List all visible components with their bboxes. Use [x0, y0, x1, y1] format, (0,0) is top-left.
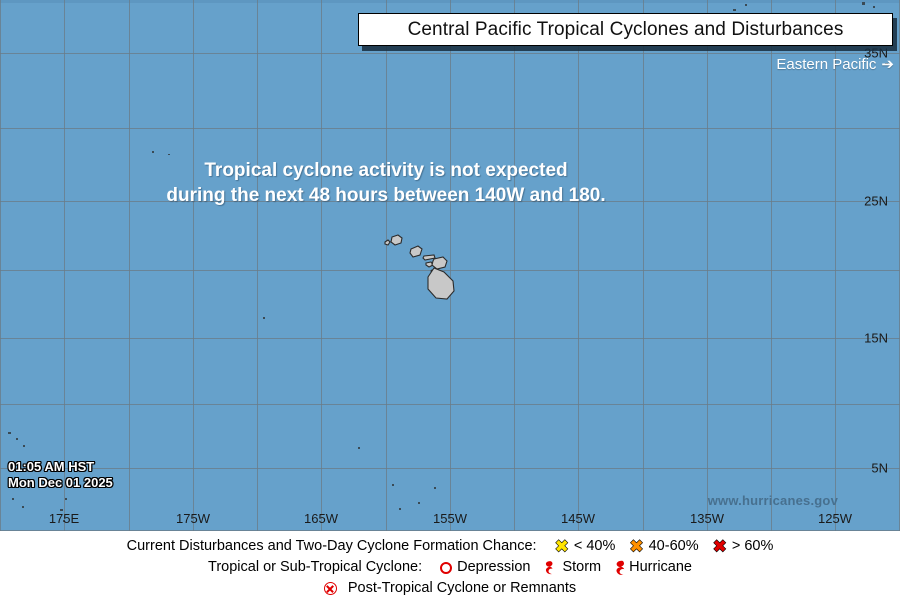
- gridline-vertical: [64, 0, 65, 531]
- eastern-pacific-link[interactable]: Eastern Pacific ➔: [776, 56, 894, 73]
- legend-row-cyclone-type: Tropical or Sub-Tropical Cyclone: Depres…: [208, 557, 692, 578]
- longitude-label: 175E: [48, 511, 80, 526]
- gridline-vertical: [643, 0, 644, 531]
- circle-x-icon: [323, 582, 337, 595]
- longitude-label: 165W: [304, 511, 338, 526]
- legend-item-chance-high: ✖ > 60%: [712, 536, 774, 557]
- gridline-vertical: [578, 0, 579, 531]
- gridline-vertical: [0, 0, 1, 531]
- eastern-pacific-label: Eastern Pacific: [776, 56, 877, 73]
- legend-hurricane-text: Hurricane: [629, 559, 692, 575]
- legend-chance-medium-text: 40-60%: [648, 538, 699, 554]
- legend-post-tropical-text: Post-Tropical Cyclone or Remnants: [347, 580, 577, 596]
- longitude-label: 145W: [561, 511, 595, 526]
- gridline-horizontal: [0, 338, 900, 339]
- legend-item-chance-medium: ✖ 40-60%: [629, 536, 699, 557]
- page-title-box: Central Pacific Tropical Cyclones and Di…: [358, 13, 893, 46]
- legend-row-post-tropical: Post-Tropical Cyclone or Remnants: [323, 578, 577, 599]
- latitude-label: 5N: [871, 460, 888, 476]
- gridline-horizontal: [0, 468, 900, 469]
- gridline-horizontal: [0, 270, 900, 271]
- longitude-label: 155W: [433, 511, 467, 526]
- latitude-label: 35N: [864, 45, 888, 61]
- timestamp-time: 01:05 AM HST: [8, 459, 95, 474]
- legend-item-chance-low: ✖ < 40%: [554, 536, 616, 557]
- gridline-vertical: [386, 0, 387, 531]
- gridline-vertical: [193, 0, 194, 531]
- legend-item-hurricane: Hurricane: [615, 557, 692, 578]
- gridline-vertical: [771, 0, 772, 531]
- legend-item-storm: Storm: [544, 557, 601, 578]
- gridline-vertical: [514, 0, 515, 531]
- tropical-storm-icon: [544, 560, 557, 576]
- site-watermark: www.hurricanes.gov: [707, 493, 838, 508]
- gridline-horizontal: [0, 404, 900, 405]
- legend-item-depression: Depression: [440, 557, 530, 578]
- x-mark-icon: ✖: [554, 537, 569, 556]
- gridline-vertical: [835, 0, 836, 531]
- outlook-message-line2: during the next 48 hours between 140W an…: [166, 185, 606, 206]
- longitude-label: 135W: [690, 511, 724, 526]
- outlook-message-line1: Tropical cyclone activity is not expecte…: [204, 160, 568, 181]
- longitude-label: 125W: [818, 511, 852, 526]
- timestamp: 01:05 AM HST Mon Dec 01 2025: [8, 459, 113, 491]
- map-legend: Current Disturbances and Two-Day Cyclone…: [0, 531, 900, 601]
- gridline-horizontal: [0, 530, 900, 531]
- circle-icon: [440, 561, 453, 574]
- arrow-right-icon: ➔: [881, 56, 894, 73]
- legend-depression-text: Depression: [457, 559, 531, 575]
- gridline-horizontal: [0, 201, 900, 202]
- gridline-vertical: [257, 0, 258, 531]
- gridline-horizontal: [0, 53, 900, 54]
- legend-storm-text: Storm: [562, 559, 602, 575]
- pacific-map[interactable]: Tropical cyclone activity is not expecte…: [0, 0, 900, 531]
- timestamp-date: Mon Dec 01 2025: [8, 475, 113, 490]
- x-mark-icon: ✖: [629, 537, 644, 556]
- gridline-vertical: [707, 0, 708, 531]
- legend-formation-chance-label: Current Disturbances and Two-Day Cyclone…: [126, 538, 537, 554]
- legend-cyclone-type-label: Tropical or Sub-Tropical Cyclone:: [208, 559, 423, 575]
- latitude-label: 25N: [864, 193, 888, 209]
- gridline-vertical: [450, 0, 451, 531]
- longitude-label: 175W: [176, 511, 210, 526]
- legend-chance-low-text: < 40%: [573, 538, 616, 554]
- x-mark-icon: ✖: [712, 537, 727, 556]
- gridline-vertical: [129, 0, 130, 531]
- gridline-vertical: [321, 0, 322, 531]
- latitude-label: 15N: [864, 330, 888, 346]
- legend-row-formation-chance: Current Disturbances and Two-Day Cyclone…: [127, 536, 774, 557]
- legend-chance-high-text: > 60%: [731, 538, 774, 554]
- outlook-message: Tropical cyclone activity is not expecte…: [0, 158, 772, 208]
- gridline-horizontal: [0, 128, 900, 129]
- page-title: Central Pacific Tropical Cyclones and Di…: [407, 18, 844, 40]
- hurricane-icon: [615, 560, 628, 576]
